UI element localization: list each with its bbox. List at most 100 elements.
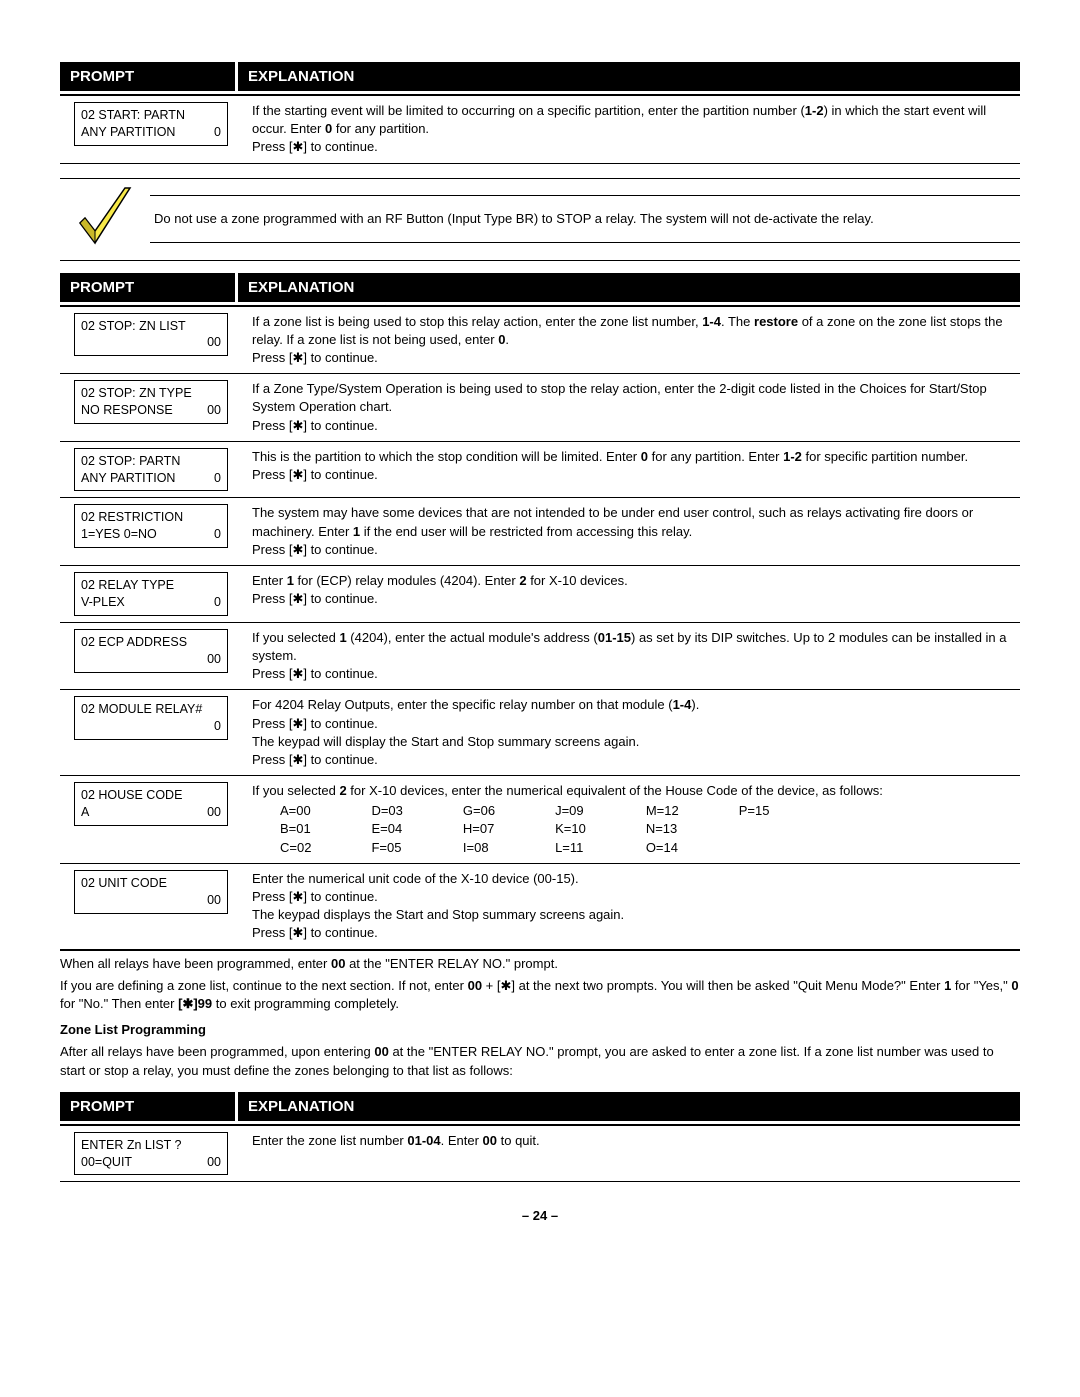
body-paragraph: If you are defining a zone list, continu… bbox=[60, 977, 1020, 1013]
prompt-row: 02 MODULE RELAY# 0 For 4204 Relay Output… bbox=[60, 690, 1020, 776]
prompt-box: 02 RESTRICTION 1=YES 0=NO 0 bbox=[74, 504, 228, 548]
house-code-entry: M=12 bbox=[646, 802, 679, 820]
header-prompt-col: PROMPT bbox=[60, 1092, 238, 1121]
header-explanation-col: EXPLANATION bbox=[238, 1092, 1020, 1121]
prompt-line-2a: ANY PARTITION bbox=[81, 124, 175, 141]
prompt-line-2b: 0 bbox=[214, 124, 221, 141]
prompt-row-unit-code: 02 UNIT CODE 00 Enter the numerical unit… bbox=[60, 864, 1020, 951]
house-code-table: A=00B=01C=02 D=03E=04F=05 G=06H=07I=08 J=09… bbox=[252, 802, 1020, 857]
house-code-entry: F=05 bbox=[371, 839, 402, 857]
house-code-column: J=09K=10L=11 bbox=[555, 802, 586, 857]
prompt-line-2b: 0 bbox=[214, 718, 221, 735]
prompt-line-1: 02 MODULE RELAY# bbox=[81, 701, 221, 718]
header-prompt-col: PROMPT bbox=[60, 62, 238, 91]
prompt-line-1: 02 RELAY TYPE bbox=[81, 577, 221, 594]
prompt-line-2a: V-PLEX bbox=[81, 594, 125, 611]
prompt-row: 02 START: PARTN ANY PARTITION 0 If the s… bbox=[60, 96, 1020, 164]
prompt-line-1: 02 UNIT CODE bbox=[81, 875, 221, 892]
warning-text: Do not use a zone programmed with an RF … bbox=[150, 195, 1020, 243]
prompt-line-1: 02 START: PARTN bbox=[81, 107, 221, 124]
prompt-row: 02 RESTRICTION 1=YES 0=NO 0 The system m… bbox=[60, 498, 1020, 566]
prompt-line-2a: ANY PARTITION bbox=[81, 470, 175, 487]
header-prompt-col: PROMPT bbox=[60, 273, 238, 302]
house-code-entry: O=14 bbox=[646, 839, 679, 857]
prompt-box: 02 UNIT CODE 00 bbox=[74, 870, 228, 914]
prompt-line-2b: 00 bbox=[207, 804, 221, 821]
house-code-intro: If you selected 2 for X-10 devices, ente… bbox=[252, 782, 1020, 800]
house-code-entry: E=04 bbox=[371, 820, 402, 838]
explanation-text: If a zone list is being used to stop thi… bbox=[244, 313, 1020, 368]
prompt-row: 02 STOP: PARTN ANY PARTITION 0 This is t… bbox=[60, 442, 1020, 499]
warning-note: Do not use a zone programmed with an RF … bbox=[60, 178, 1020, 261]
explanation-text: If you selected 1 (4204), enter the actu… bbox=[244, 629, 1020, 684]
house-code-entry: C=02 bbox=[280, 839, 311, 857]
header-explanation-col: EXPLANATION bbox=[238, 62, 1020, 91]
prompt-line-1: 02 ECP ADDRESS bbox=[81, 634, 221, 651]
prompt-box: 02 ECP ADDRESS 00 bbox=[74, 629, 228, 673]
prompt-row: 02 STOP: ZN TYPE NO RESPONSE 00 If a Zon… bbox=[60, 374, 1020, 442]
prompt-box: 02 RELAY TYPE V-PLEX 0 bbox=[74, 572, 228, 616]
prompt-box: 02 MODULE RELAY# 0 bbox=[74, 696, 228, 740]
house-code-column: P=15 bbox=[739, 802, 770, 857]
prompt-line-2b: 00 bbox=[207, 402, 221, 419]
body-paragraph: After all relays have been programmed, u… bbox=[60, 1043, 1020, 1079]
prompt-line-2a: NO RESPONSE bbox=[81, 402, 173, 419]
house-code-entry: L=11 bbox=[555, 839, 586, 857]
prompt-line-1: 02 STOP: ZN LIST bbox=[81, 318, 221, 335]
prompt-line-2b: 0 bbox=[214, 594, 221, 611]
subheading-zone-list: Zone List Programming bbox=[60, 1021, 1020, 1039]
section-header-1: PROMPT EXPLANATION bbox=[60, 62, 1020, 91]
prompt-line-2b: 00 bbox=[207, 892, 221, 909]
house-code-entry: K=10 bbox=[555, 820, 586, 838]
explanation-text: This is the partition to which the stop … bbox=[244, 448, 1020, 484]
explanation-text: If a Zone Type/System Operation is being… bbox=[244, 380, 1020, 435]
prompt-line-1: 02 RESTRICTION bbox=[81, 509, 221, 526]
prompt-line-1: 02 STOP: ZN TYPE bbox=[81, 385, 221, 402]
section-header-3: PROMPT EXPLANATION bbox=[60, 1092, 1020, 1121]
prompt-line-2b: 00 bbox=[207, 1154, 221, 1171]
house-code-column: A=00B=01C=02 bbox=[280, 802, 311, 857]
prompt-line-1: ENTER Zn LIST ? bbox=[81, 1137, 221, 1154]
prompt-row: 02 RELAY TYPE V-PLEX 0 Enter 1 for (ECP)… bbox=[60, 566, 1020, 623]
house-code-entry: G=06 bbox=[463, 802, 495, 820]
explanation-text: The system may have some devices that ar… bbox=[244, 504, 1020, 559]
house-code-entry: A=00 bbox=[280, 802, 311, 820]
prompt-line-2a: 1=YES 0=NO bbox=[81, 526, 157, 543]
header-explanation-col: EXPLANATION bbox=[238, 273, 1020, 302]
house-code-entry: I=08 bbox=[463, 839, 495, 857]
prompt-row-house-code: 02 HOUSE CODE A 00 If you selected 2 for… bbox=[60, 776, 1020, 864]
prompt-box: 02 STOP: PARTN ANY PARTITION 0 bbox=[74, 448, 228, 492]
section-header-2: PROMPT EXPLANATION bbox=[60, 273, 1020, 302]
house-code-column: D=03E=04F=05 bbox=[371, 802, 402, 857]
explanation-text: If you selected 2 for X-10 devices, ente… bbox=[244, 782, 1020, 857]
prompt-box: ENTER Zn LIST ? 00=QUIT 00 bbox=[74, 1132, 228, 1176]
body-paragraph: When all relays have been programmed, en… bbox=[60, 955, 1020, 973]
prompt-box: 02 HOUSE CODE A 00 bbox=[74, 782, 228, 826]
prompt-line-2b: 0 bbox=[214, 526, 221, 543]
prompt-row-enter-zn-list: ENTER Zn LIST ? 00=QUIT 00 Enter the zon… bbox=[60, 1126, 1020, 1183]
prompt-row: 02 ECP ADDRESS 00 If you selected 1 (420… bbox=[60, 623, 1020, 691]
house-code-column: G=06H=07I=08 bbox=[463, 802, 495, 857]
prompt-line-2b: 00 bbox=[207, 651, 221, 668]
prompt-line-2b: 00 bbox=[207, 334, 221, 351]
explanation-text: Enter 1 for (ECP) relay modules (4204). … bbox=[244, 572, 1020, 608]
checkmark-icon bbox=[60, 183, 150, 256]
prompt-line-2a: 00=QUIT bbox=[81, 1154, 132, 1171]
house-code-entry: P=15 bbox=[739, 802, 770, 820]
prompt-line-1: 02 STOP: PARTN bbox=[81, 453, 221, 470]
house-code-entry: H=07 bbox=[463, 820, 495, 838]
house-code-entry: J=09 bbox=[555, 802, 586, 820]
prompt-line-2b: 0 bbox=[214, 470, 221, 487]
page-number: – 24 – bbox=[60, 1208, 1020, 1223]
house-code-entry: D=03 bbox=[371, 802, 402, 820]
prompt-line-2a: A bbox=[81, 804, 89, 821]
prompt-row: 02 STOP: ZN LIST 00 If a zone list is be… bbox=[60, 307, 1020, 375]
house-code-entry: N=13 bbox=[646, 820, 679, 838]
explanation-text: If the starting event will be limited to… bbox=[244, 102, 1020, 157]
house-code-column: M=12N=13O=14 bbox=[646, 802, 679, 857]
explanation-text: For 4204 Relay Outputs, enter the specif… bbox=[244, 696, 1020, 769]
house-code-entry: B=01 bbox=[280, 820, 311, 838]
prompt-box: 02 STOP: ZN LIST 00 bbox=[74, 313, 228, 357]
prompt-box: 02 STOP: ZN TYPE NO RESPONSE 00 bbox=[74, 380, 228, 424]
explanation-text: Enter the numerical unit code of the X-1… bbox=[244, 870, 1020, 943]
